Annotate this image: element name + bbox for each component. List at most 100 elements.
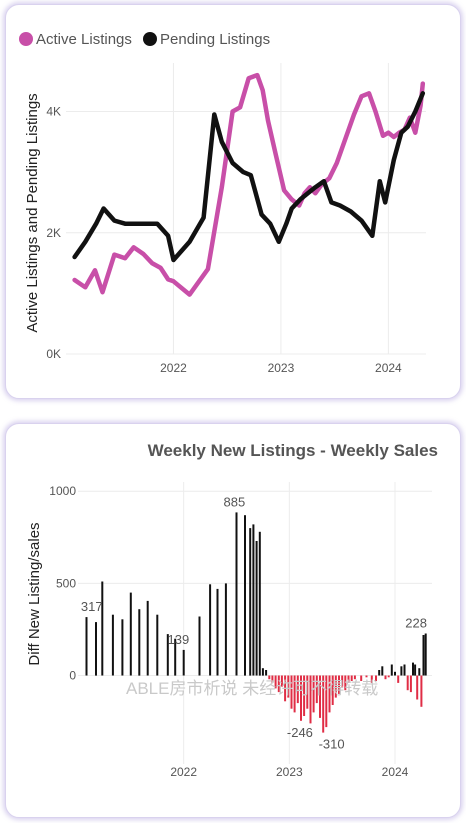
x-tick-label: 2022 [160,361,187,375]
bar[interactable] [422,635,425,676]
bar[interactable] [406,675,409,691]
bar-chart: Weekly New Listings - Weekly Sales 0 500 1… [26,441,438,779]
bar[interactable] [265,670,268,676]
bar[interactable] [101,581,104,676]
bar[interactable] [174,638,177,676]
bar[interactable] [319,675,321,718]
bar[interactable] [280,675,283,687]
bar[interactable] [353,675,356,680]
bar[interactable] [258,531,261,676]
bar[interactable] [249,528,252,676]
bar[interactable] [255,541,258,676]
data-label: 317 [81,599,103,614]
bar[interactable] [303,675,306,717]
bar[interactable] [182,649,185,676]
bar[interactable] [403,664,406,676]
bar[interactable] [268,675,271,680]
bar[interactable] [138,609,141,676]
bar[interactable] [390,664,393,676]
bar[interactable] [224,583,227,676]
bar[interactable] [344,675,347,691]
watermark: ABLE房市析说 未经许可不得转载 [126,679,378,698]
data-label: -246 [287,725,313,740]
bar[interactable] [274,675,277,689]
bar[interactable] [387,675,390,678]
bar[interactable] [384,675,387,680]
bar[interactable] [400,666,403,676]
y-tick-label: 4K [46,105,61,119]
bar[interactable] [235,512,238,676]
y-tick-label: 500 [56,576,76,590]
x-tick-label: 2023 [268,361,295,375]
chart-legend[interactable]: Active Listings Pending Listings [19,31,270,48]
bar[interactable] [414,664,417,676]
line-chart-card: 0K 2K 4K 2022 2023 2024 Active Listings Pendi… [5,4,461,399]
bar[interactable] [341,675,344,687]
bar[interactable] [370,675,373,683]
bar[interactable] [420,675,423,707]
bar[interactable] [290,675,293,709]
bar[interactable] [418,668,421,676]
bar[interactable] [394,671,396,676]
bar[interactable] [252,524,255,676]
bar[interactable] [412,662,414,676]
bar[interactable] [121,619,124,676]
bar[interactable] [350,675,353,682]
series-line-pending-listings[interactable] [72,91,426,263]
x-tick-label: 2024 [375,361,402,375]
bar[interactable] [322,675,325,733]
bar-chart-card: Weekly New Listings - Weekly Sales 0 500 1… [5,423,461,818]
bar[interactable] [296,675,299,704]
bar[interactable] [375,675,377,682]
bar[interactable] [244,515,246,676]
series-line-active-listings[interactable] [72,72,426,297]
bar[interactable] [309,675,312,724]
bar[interactable] [111,614,114,676]
bar[interactable] [338,675,340,694]
bar[interactable] [397,675,400,683]
bar[interactable] [306,675,309,709]
y-tick-label: 0 [69,669,76,683]
bar[interactable] [293,675,296,713]
bar[interactable] [209,584,212,676]
bar[interactable] [347,675,350,683]
bar[interactable] [424,633,427,676]
bar[interactable] [95,622,97,676]
bar[interactable] [331,675,334,706]
bar[interactable] [271,675,274,683]
y-axis-title: Active Listings and Pending Listings [24,93,41,332]
legend-marker-pending [143,32,157,46]
legend-label-active: Active Listings [36,31,132,48]
bar[interactable] [261,668,264,676]
data-label: -310 [319,737,345,752]
bar[interactable] [378,670,381,676]
bar[interactable] [129,592,132,676]
bar[interactable] [216,588,219,676]
bar[interactable] [381,666,384,676]
bar[interactable] [360,675,363,682]
bar[interactable] [300,675,302,721]
bar[interactable] [85,617,88,676]
bar[interactable] [328,675,331,713]
bar[interactable] [334,675,337,698]
bar[interactable] [166,634,169,676]
data-label: 228 [405,616,427,631]
y-tick-label: 1000 [49,484,76,498]
data-label: 885 [224,494,246,509]
bar[interactable] [277,675,280,693]
x-tick-label: 2023 [276,765,303,779]
bar[interactable] [416,675,419,700]
y-axis-title: Diff New Listing/sales [26,522,43,665]
x-tick-label: 2024 [382,765,409,779]
bar[interactable] [325,675,328,728]
bar[interactable] [287,675,290,698]
bar[interactable] [146,600,149,676]
bar[interactable] [284,675,287,702]
bar[interactable] [198,616,201,676]
data-label: 139 [168,632,190,647]
bar[interactable] [156,614,159,676]
bar[interactable] [315,675,318,704]
bar[interactable] [365,675,368,678]
bar[interactable] [312,675,315,713]
bar[interactable] [409,675,412,693]
